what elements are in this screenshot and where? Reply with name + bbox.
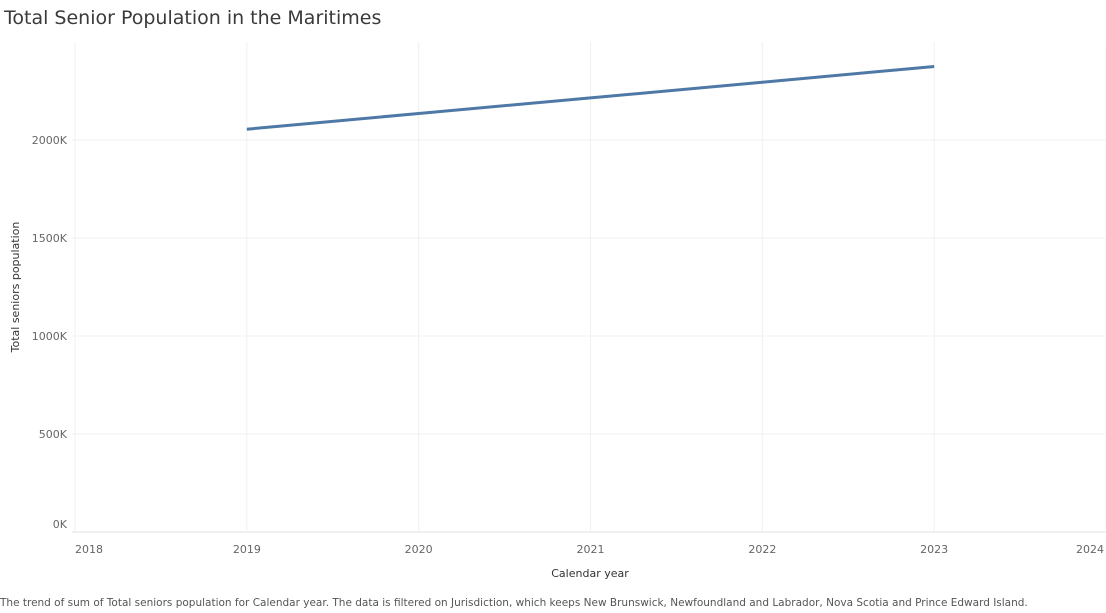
horizontal-gridlines <box>72 139 1106 533</box>
x-axis-title: Calendar year <box>551 567 629 580</box>
y-tick-label: 0K <box>53 518 68 531</box>
chart-title: Total Senior Population in the Maritimes <box>4 7 382 29</box>
series-lines[interactable] <box>242 62 939 135</box>
chart-caption: The trend of sum of Total seniors popula… <box>0 597 1028 609</box>
x-axis-tick-labels: 2018 2019 2020 2021 2022 2023 2024 <box>75 543 1104 556</box>
data-point[interactable] <box>929 62 939 72</box>
vertical-gridlines <box>74 42 1106 532</box>
x-tick-label: 2018 <box>75 543 103 556</box>
y-tick-label: 2000K <box>32 134 68 147</box>
data-point[interactable] <box>757 77 767 87</box>
y-tick-label: 1000K <box>32 330 68 343</box>
series-line[interactable] <box>246 65 935 131</box>
x-tick-label: 2019 <box>233 543 261 556</box>
x-tick-label: 2022 <box>748 543 776 556</box>
y-axis-tick-labels: 0K 500K 1000K 1500K 2000K <box>32 134 68 531</box>
x-tick-label: 2024 <box>1076 543 1104 556</box>
data-point[interactable] <box>414 109 424 119</box>
y-tick-label: 1500K <box>32 232 68 245</box>
data-point[interactable] <box>586 93 596 103</box>
x-tick-label: 2023 <box>920 543 948 556</box>
data-point[interactable] <box>242 124 252 134</box>
x-tick-label: 2020 <box>405 543 433 556</box>
y-tick-label: 500K <box>39 428 68 441</box>
y-axis-title: Total seniors population <box>9 222 22 354</box>
x-tick-label: 2021 <box>577 543 605 556</box>
